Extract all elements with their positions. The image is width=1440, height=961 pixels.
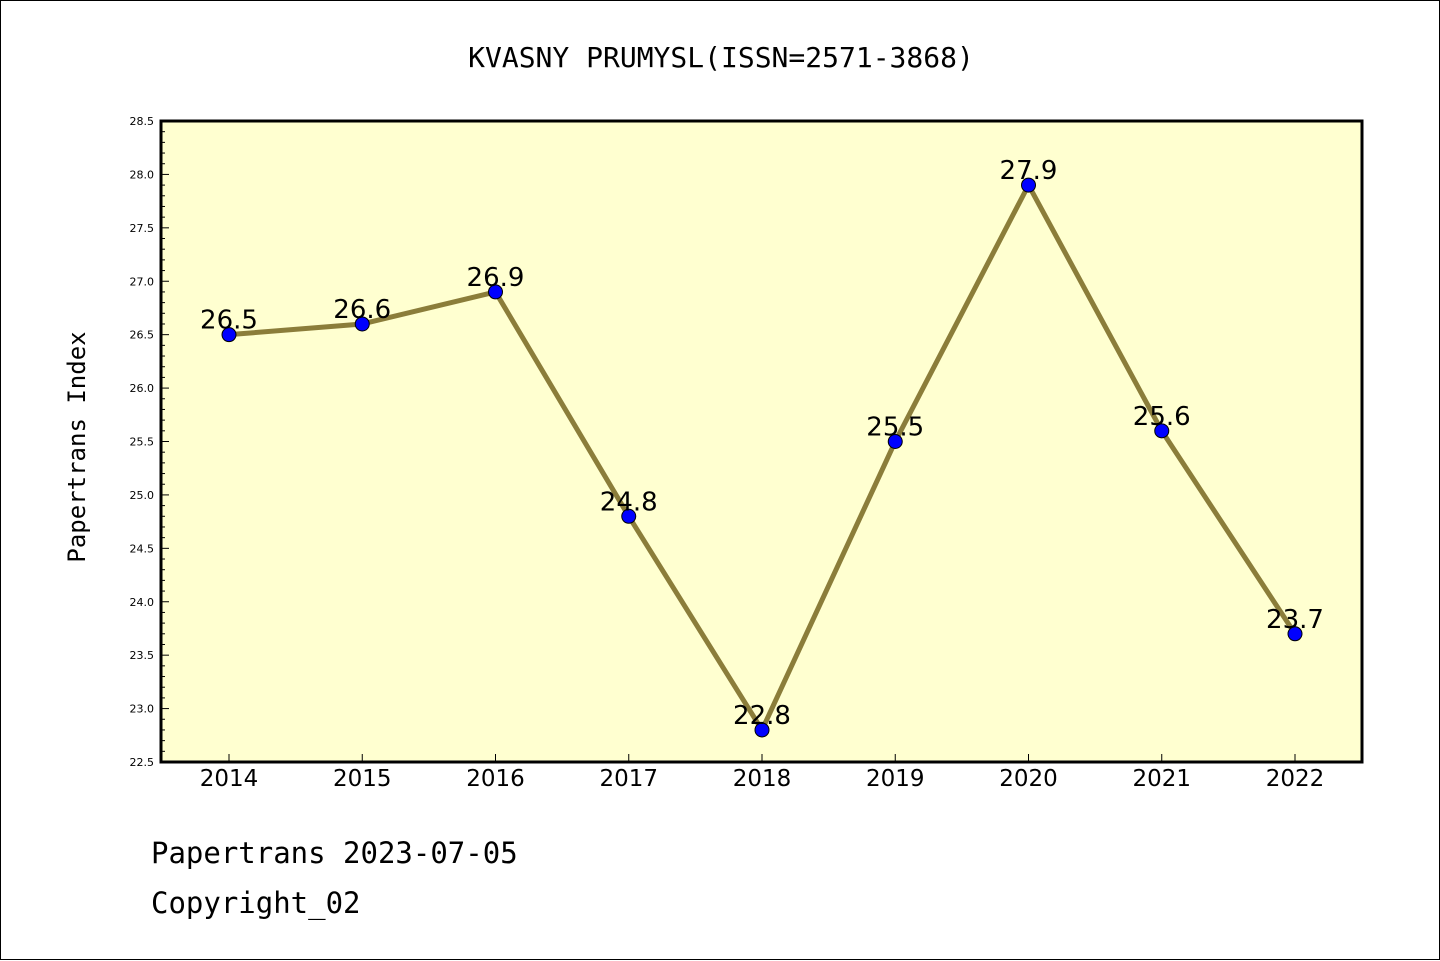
- data-point-2017: [621, 508, 637, 524]
- data-label-2015: 26.6: [333, 295, 391, 325]
- y-tick-label: 27.0: [130, 275, 155, 288]
- y-axis: 22.5 23.0 23.5 24.0 24.5 25.0 25.5 26.0 26.5 27.0…: [130, 115, 169, 769]
- footer-date-line: Papertrans 2023-07-05: [151, 836, 518, 870]
- x-tick-label: 2015: [333, 766, 392, 792]
- y-tick-label: 28.0: [130, 168, 155, 181]
- x-tick-label: 2018: [733, 766, 792, 792]
- y-tick-label: 28.5: [130, 115, 155, 128]
- data-point-2018: [754, 722, 770, 738]
- plot-area: [159, 119, 1364, 764]
- y-tick-label: 24.0: [130, 596, 155, 609]
- chart-title: KVASNY PRUMYSL(ISSN=2571-3868): [468, 41, 974, 74]
- y-tick-label: 27.5: [130, 222, 155, 235]
- x-tick-label: 2022: [1266, 766, 1325, 792]
- data-point-2014: [221, 327, 237, 343]
- y-tick-label: 25.5: [130, 436, 155, 449]
- data-label-2022: 23.7: [1266, 605, 1324, 635]
- x-tick-label: 2016: [466, 766, 525, 792]
- data-point-2019: [887, 434, 903, 449]
- y-tick-label: 23.0: [130, 703, 155, 716]
- y-tick-label: 25.0: [130, 489, 155, 502]
- y-tick-label: 23.5: [130, 649, 155, 662]
- y-tick-label: 26.5: [130, 329, 155, 342]
- x-tick-label: 2019: [866, 766, 925, 792]
- x-tick-label: 2021: [1132, 766, 1191, 792]
- data-label-2020: 27.9: [1000, 156, 1058, 186]
- data-label-2021: 25.6: [1133, 402, 1191, 432]
- y-axis-label: Papertrans Index: [63, 331, 91, 562]
- y-tick-label: 26.0: [130, 382, 155, 395]
- data-point-2022: [1287, 626, 1303, 642]
- x-tick-label: 2017: [599, 766, 658, 792]
- data-label-2017: 24.8: [600, 487, 658, 517]
- x-tick-label: 2014: [200, 766, 259, 792]
- x-axis: 2014 2015 2016 2017 2018 2019 2020 2021 2022: [200, 754, 1325, 792]
- data-label-2019: 25.5: [866, 413, 924, 443]
- data-label-2014: 26.5: [200, 306, 258, 336]
- data-point-2015: [354, 316, 370, 332]
- data-point-2021: [1154, 423, 1170, 439]
- y-tick-label: 22.5: [130, 756, 155, 769]
- series: [221, 177, 1303, 738]
- data-label-2016: 26.9: [467, 263, 525, 293]
- data-label-2018: 22.8: [733, 701, 791, 731]
- data-labels: 26.5 26.6 26.9 24.8 22.8 25.5 27.9 25.6 23.7: [200, 156, 1324, 731]
- x-tick-label: 2020: [999, 766, 1058, 792]
- data-point-2020: [1021, 177, 1036, 193]
- y-tick-label: 24.5: [130, 542, 155, 555]
- data-point-2016: [488, 284, 503, 300]
- footer-copyright-line: Copyright_02: [151, 886, 361, 920]
